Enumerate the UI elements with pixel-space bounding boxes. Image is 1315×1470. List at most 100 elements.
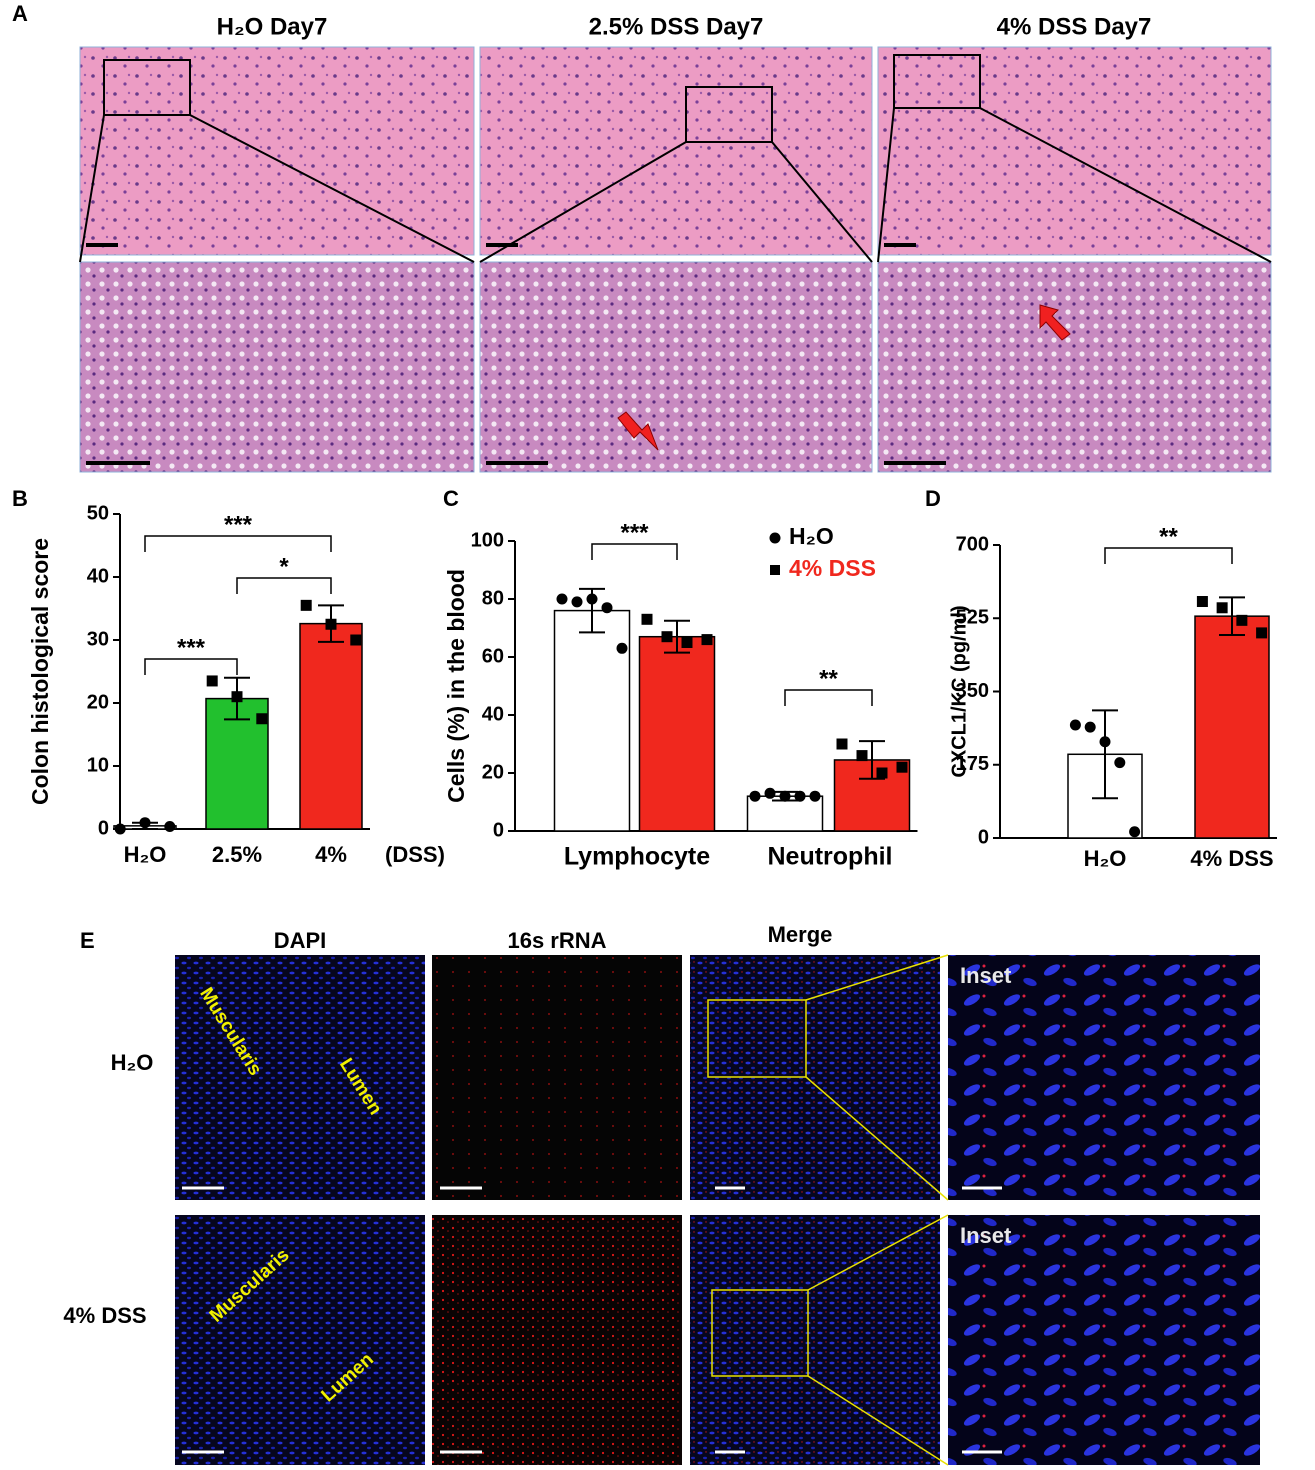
zoom-lines	[79, 107, 1272, 263]
y-tick-label: 60	[482, 645, 504, 667]
data-point	[1256, 627, 1268, 639]
data-point	[256, 713, 268, 725]
legend-label: H₂O	[789, 523, 834, 549]
data-point	[231, 691, 243, 703]
y-tick-label: 700	[956, 533, 989, 555]
rna-image	[432, 955, 682, 1200]
data-point	[856, 750, 868, 762]
scale-bars	[182, 1186, 1002, 1454]
data-point	[1129, 826, 1141, 838]
row-label: H₂O	[111, 1050, 154, 1075]
inset-box	[707, 999, 807, 1078]
histology-image	[79, 46, 475, 256]
bar	[638, 635, 716, 832]
significance-bracket	[144, 535, 332, 552]
zoom-box	[893, 54, 981, 109]
significance-bracket	[784, 689, 873, 706]
data-point	[641, 613, 653, 625]
y-tick-label: 50	[87, 502, 109, 524]
data-point	[896, 761, 908, 773]
histology-image	[877, 46, 1272, 256]
histology-panel	[79, 46, 1272, 473]
data-point	[601, 602, 613, 614]
inset-image	[948, 1215, 1260, 1465]
data-point	[1069, 719, 1081, 731]
image-title: 4% DSS Day7	[997, 13, 1152, 40]
column-title: 16s rRNA	[507, 928, 606, 953]
fish-panel	[175, 954, 1260, 1466]
data-point	[325, 618, 337, 630]
data-point	[616, 642, 628, 654]
significance-label: *	[279, 553, 289, 580]
histology-image	[479, 46, 873, 256]
y-tick-label: 0	[98, 817, 109, 839]
y-tick-label: 20	[87, 691, 109, 713]
significance-label: **	[819, 665, 838, 692]
error-bar	[1092, 709, 1118, 800]
data-point	[114, 823, 126, 835]
y-tick-label: 10	[87, 754, 109, 776]
y-tick-label: 175	[956, 753, 989, 775]
y-tick-label: 40	[482, 703, 504, 725]
bar	[553, 609, 631, 832]
column-title: Merge	[768, 922, 833, 947]
data-point	[809, 790, 821, 802]
data-point	[1196, 596, 1208, 608]
y-tick-label: 525	[956, 607, 989, 629]
bar	[299, 622, 363, 830]
error-bar	[1219, 596, 1245, 636]
rna-image	[432, 1215, 682, 1465]
arrow	[1039, 304, 1071, 341]
data-point	[681, 637, 693, 648]
y-tick-label: 80	[482, 587, 504, 609]
image-title: 2.5% DSS Day7	[589, 13, 764, 40]
dapi-image	[175, 1215, 425, 1465]
inset-image	[948, 955, 1260, 1200]
x-tick-label: H₂O	[1084, 846, 1127, 871]
data-point	[764, 787, 776, 799]
inset-label: Inset	[960, 1223, 1012, 1248]
y-tick-label: 100	[471, 529, 504, 551]
dapi-image	[175, 955, 425, 1200]
y-tick-label: 0	[493, 819, 504, 841]
histology-zoom	[79, 261, 475, 473]
image-title: H₂O Day7	[217, 13, 328, 40]
x-tick-label: 2.5%	[212, 842, 262, 867]
legend-marker	[770, 565, 780, 575]
histology-zoom	[479, 261, 873, 473]
x-axis-title: (DSS)	[385, 842, 445, 867]
data-point	[556, 593, 568, 605]
data-point	[1099, 736, 1111, 748]
merge-image	[690, 1215, 940, 1465]
panel-label: A	[12, 1, 28, 26]
data-point	[1084, 721, 1096, 733]
legend-label: 4% DSS	[789, 555, 876, 581]
data-point	[701, 634, 713, 646]
significance-label: **	[1159, 523, 1178, 550]
x-tick-label: H₂O	[124, 842, 167, 867]
significance-bracket	[144, 658, 238, 675]
panel-label: B	[12, 486, 28, 511]
y-axis-title: CXCL1/KC (pg/ml)	[948, 605, 970, 777]
y-tick-label: 0	[978, 826, 989, 848]
x-tick-label: 4% DSS	[1190, 846, 1273, 871]
data-point	[794, 790, 806, 802]
inset-label: Inset	[960, 963, 1012, 988]
error-bar	[859, 740, 885, 780]
x-tick-label: Neutrophil	[768, 843, 893, 871]
error-bar	[664, 619, 690, 654]
row-label: 4% DSS	[63, 1303, 146, 1328]
data-point	[749, 790, 761, 802]
data-point	[350, 634, 362, 646]
arrow	[617, 411, 659, 451]
y-tick-label: 30	[87, 628, 109, 650]
significance-label: ***	[177, 634, 206, 661]
significance-bracket	[1104, 547, 1233, 564]
data-point	[571, 596, 583, 608]
data-point	[876, 767, 888, 779]
panel-label: D	[925, 486, 941, 511]
histology-zoom	[877, 261, 1272, 473]
scale-bars	[86, 243, 946, 465]
